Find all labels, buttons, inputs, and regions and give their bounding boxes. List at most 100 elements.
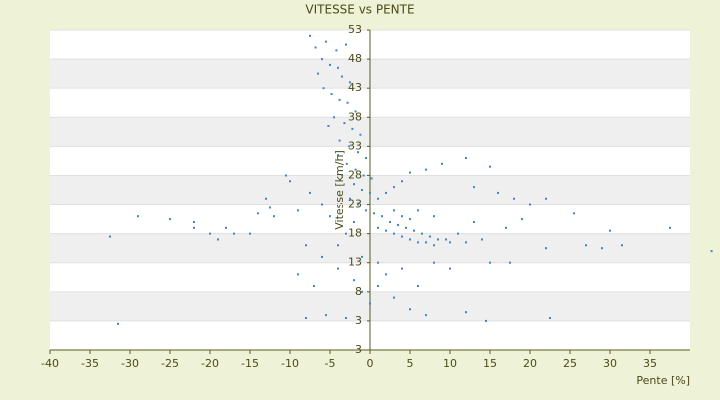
x-axis-title: Pente [%] bbox=[636, 374, 690, 387]
point bbox=[389, 221, 391, 223]
point bbox=[385, 191, 387, 194]
point bbox=[321, 255, 323, 258]
point bbox=[401, 215, 403, 218]
point bbox=[289, 180, 291, 183]
x-tick-label: -25 bbox=[161, 357, 179, 370]
point bbox=[377, 261, 379, 264]
point bbox=[305, 317, 307, 319]
point bbox=[117, 322, 119, 325]
point bbox=[377, 226, 379, 229]
point bbox=[353, 183, 355, 186]
point bbox=[321, 58, 323, 61]
point bbox=[349, 197, 351, 200]
point bbox=[369, 302, 371, 305]
point bbox=[333, 116, 335, 119]
point bbox=[297, 209, 299, 212]
y-axis-title: Vitesse [km/h] bbox=[333, 150, 346, 230]
point bbox=[393, 296, 395, 299]
point bbox=[465, 157, 467, 159]
point bbox=[337, 66, 339, 69]
point bbox=[249, 232, 251, 235]
point bbox=[465, 241, 467, 244]
point bbox=[365, 209, 367, 212]
x-tick-label: 30 bbox=[603, 357, 617, 370]
point bbox=[433, 244, 435, 247]
point bbox=[377, 197, 379, 200]
point bbox=[337, 267, 339, 270]
point bbox=[209, 232, 211, 235]
point bbox=[345, 43, 347, 46]
point bbox=[273, 215, 275, 218]
point bbox=[285, 174, 287, 177]
point bbox=[545, 247, 547, 250]
point bbox=[269, 206, 271, 209]
point bbox=[529, 203, 531, 206]
y-tick-label: 53 bbox=[348, 23, 362, 36]
y-tick-label: 23 bbox=[348, 198, 362, 211]
point bbox=[257, 212, 259, 215]
x-tick-label: -5 bbox=[325, 357, 336, 370]
point bbox=[545, 197, 547, 200]
point bbox=[361, 290, 363, 293]
point bbox=[349, 81, 351, 84]
point bbox=[330, 93, 333, 95]
point bbox=[233, 232, 235, 235]
x-tick-label: -30 bbox=[121, 357, 139, 370]
point bbox=[409, 218, 411, 221]
point bbox=[193, 226, 195, 229]
point bbox=[621, 244, 623, 247]
point bbox=[433, 261, 435, 264]
y-tick-label: 18 bbox=[348, 227, 362, 240]
point bbox=[425, 241, 427, 244]
x-tick-label: 35 bbox=[643, 357, 657, 370]
point bbox=[441, 162, 443, 165]
point bbox=[345, 317, 347, 319]
point bbox=[409, 171, 411, 174]
x-tick-label: -20 bbox=[201, 357, 219, 370]
point bbox=[505, 226, 507, 229]
point bbox=[513, 197, 515, 200]
point bbox=[361, 189, 363, 191]
y-tick-label: 48 bbox=[348, 52, 362, 65]
point bbox=[489, 165, 491, 168]
point bbox=[325, 314, 327, 317]
point bbox=[193, 221, 195, 223]
point bbox=[369, 191, 371, 194]
point bbox=[338, 139, 341, 142]
point bbox=[354, 110, 357, 113]
point bbox=[669, 226, 671, 229]
point bbox=[314, 46, 317, 49]
point bbox=[345, 232, 347, 235]
x-tick-label: 25 bbox=[563, 357, 577, 370]
point bbox=[343, 122, 346, 125]
point bbox=[385, 229, 387, 232]
point bbox=[345, 162, 348, 165]
point bbox=[217, 238, 219, 241]
point bbox=[327, 125, 330, 127]
point bbox=[437, 238, 439, 241]
x-tick-label: 20 bbox=[523, 357, 537, 370]
y-tick-label: 43 bbox=[348, 81, 362, 94]
point bbox=[337, 244, 339, 247]
point bbox=[609, 229, 611, 232]
point bbox=[425, 314, 427, 317]
point bbox=[405, 226, 407, 229]
point bbox=[421, 232, 423, 235]
x-tick-label: 0 bbox=[367, 357, 374, 370]
point bbox=[297, 273, 299, 276]
point bbox=[322, 87, 325, 90]
point bbox=[409, 308, 411, 311]
point bbox=[401, 180, 403, 183]
point bbox=[381, 215, 383, 218]
point bbox=[393, 232, 395, 235]
point bbox=[417, 209, 419, 212]
point bbox=[401, 267, 403, 270]
point bbox=[377, 285, 379, 287]
point bbox=[433, 215, 435, 218]
point bbox=[361, 255, 363, 258]
point bbox=[393, 209, 395, 212]
y-tick-label: 13 bbox=[348, 256, 362, 269]
point bbox=[169, 218, 171, 221]
point bbox=[357, 151, 359, 154]
point bbox=[457, 232, 459, 235]
